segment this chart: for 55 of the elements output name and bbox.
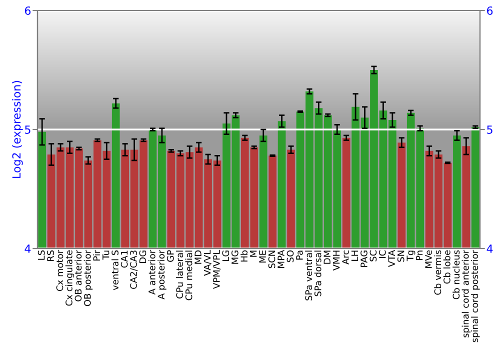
y2-tick-label: 5 [487,126,492,134]
y-tick-label: 5 [25,126,30,134]
x-tick-label: Hb [240,250,248,262]
x-tick-label: CA1 [120,250,128,268]
x-tick-label: M [250,250,257,257]
x-tick-label: VA/VL [204,250,212,276]
x-tick-label: MD [194,250,202,264]
x-tick-label: OB anterior [74,250,82,302]
x-tick-label: MPA [278,250,284,268]
x-tick-label: A posterior [158,250,166,300]
x-tick-label: RS [47,250,54,262]
y-axis-title: Log2 (expression) [12,80,23,178]
x-tick-label: LH [351,250,358,261]
x-tick-label: VPM/VPL [213,250,221,289]
y-tick-label: 6 [24,6,31,15]
x-tick-label: ME [259,250,266,262]
x-tick-label: MG [231,250,238,264]
x-tick-label: SC [370,250,377,262]
x-tick-label: MVe [425,250,432,268]
x-tick-label: GP [166,250,174,262]
x-tick-label: DM [324,250,330,264]
x-tick-label: A anterior [148,250,156,295]
x-tick-label: IC [378,250,386,258]
x-tick-label: LG [222,250,230,262]
x-tick-label: DG [139,250,146,263]
x-tick-label: SPa ventral [305,250,312,300]
x-tick-label: Pir [93,250,100,260]
x-tick-label: CA2/CA3 [130,250,138,289]
y2-tick-label: 6 [487,6,493,15]
x-tick-label: Tg [406,250,416,262]
x-tick-label: CPu medial [185,250,192,300]
x-tick-label: SPa dorsal [314,250,322,296]
x-tick-label: ventral S [111,250,118,290]
x-tick-label: PAG [360,250,368,267]
x-tick-label: LS [38,250,45,260]
y2-tick-label: 4 [486,244,493,253]
x-tick-label: Cx cingulate [65,250,74,306]
x-tick-label: spinal cord anterior [462,250,471,338]
x-tick-label: VMH [333,250,340,271]
y-tick-label: 4 [24,244,31,253]
x-tick-label: Tu [102,250,110,260]
x-tick-label: OB posterior [84,250,93,306]
x-tick-label: Pn [416,250,423,260]
x-tick-label: Pa [296,250,303,260]
x-tick-label: SO [286,250,294,262]
x-tick-label: SCN [268,250,276,268]
x-tick-label: spinal cord posterior [471,250,480,342]
x-tick-label: Cx motor [56,250,64,291]
x-tick-label: Cb nucleus [452,250,460,300]
x-tick-label: CPu lateral [176,250,184,298]
x-tick-label: Cb vermis [434,250,442,295]
x-tick-label: Cb lobe [443,250,450,284]
x-tick-label: Arc [342,250,349,264]
x-tick-label: VTA [388,250,395,267]
x-tick-label: SN [397,250,404,262]
